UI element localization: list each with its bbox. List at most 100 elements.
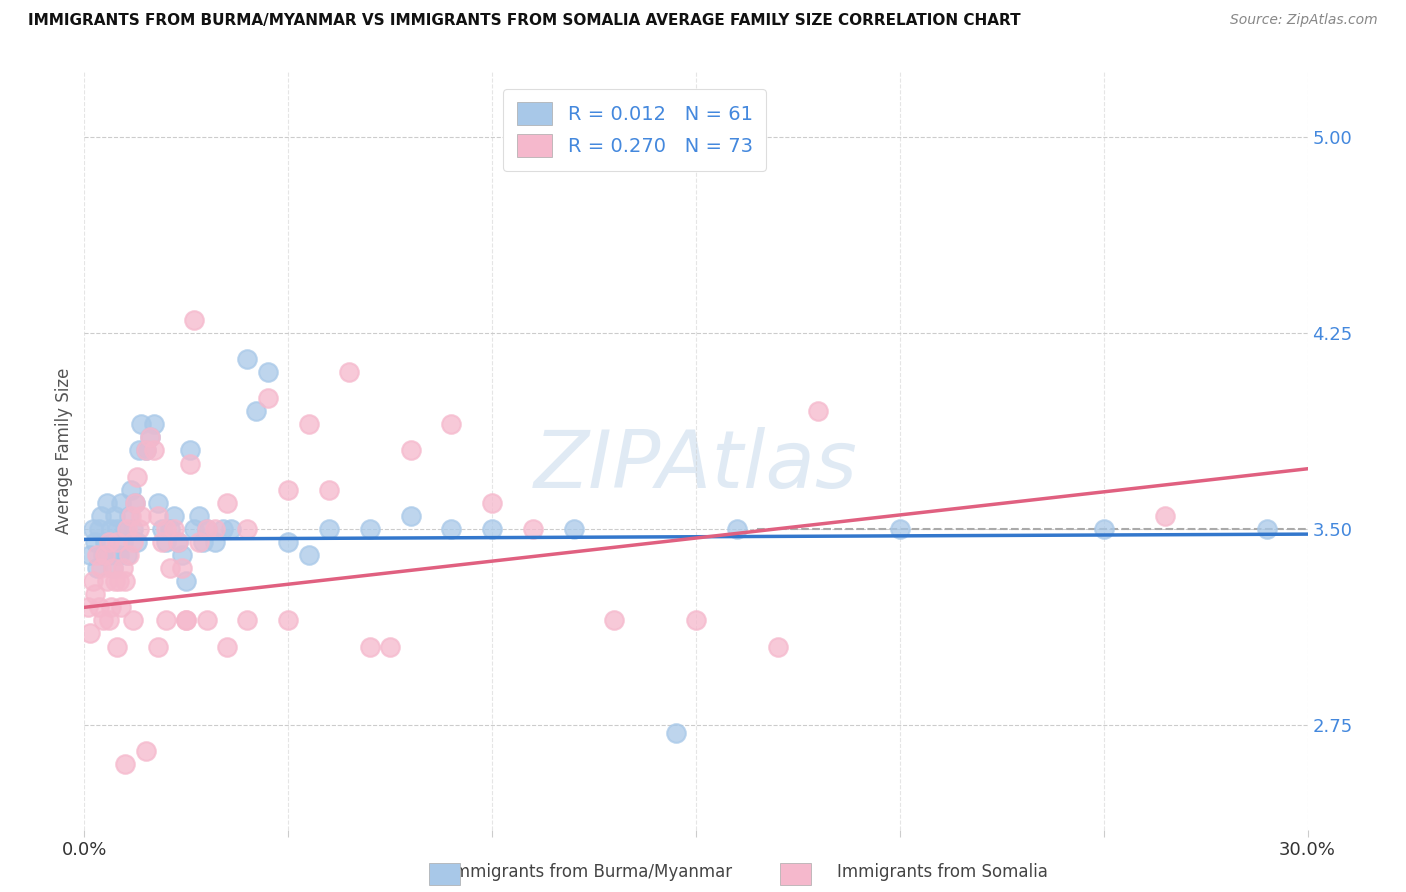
Point bbox=[138, 430, 160, 444]
Point bbox=[100, 522, 122, 536]
Point bbox=[142, 443, 165, 458]
Point bbox=[380, 640, 402, 654]
Text: IMMIGRANTS FROM BURMA/MYANMAR VS IMMIGRANTS FROM SOMALIA AVERAGE FAMILY SIZE COR: IMMIGRANTS FROM BURMA/MYANMAR VS IMMIGRA… bbox=[28, 13, 1021, 29]
Point bbox=[174, 574, 197, 589]
Point bbox=[163, 508, 186, 523]
Point bbox=[96, 574, 118, 589]
Point bbox=[440, 522, 463, 536]
Point bbox=[481, 522, 503, 536]
Point bbox=[159, 522, 181, 536]
Point bbox=[146, 508, 169, 523]
Text: Source: ZipAtlas.com: Source: ZipAtlas.com bbox=[1230, 13, 1378, 28]
Point bbox=[108, 574, 131, 589]
Point bbox=[217, 496, 239, 510]
Point bbox=[114, 522, 136, 536]
Point bbox=[174, 614, 197, 628]
Point bbox=[104, 508, 127, 523]
Point bbox=[112, 561, 135, 575]
Point bbox=[236, 614, 259, 628]
Point bbox=[277, 483, 299, 497]
Point bbox=[97, 614, 120, 628]
Point bbox=[522, 522, 544, 536]
Point bbox=[191, 535, 214, 549]
Point bbox=[163, 522, 186, 536]
Point bbox=[135, 744, 157, 758]
Point bbox=[110, 496, 132, 510]
Point bbox=[204, 522, 226, 536]
Point bbox=[127, 469, 149, 483]
Legend: R = 0.012   N = 61, R = 0.270   N = 73: R = 0.012 N = 61, R = 0.270 N = 73 bbox=[503, 88, 766, 170]
Point bbox=[122, 614, 145, 628]
Point bbox=[118, 548, 141, 562]
Point bbox=[87, 522, 110, 536]
Text: Immigrants from Somalia: Immigrants from Somalia bbox=[837, 863, 1047, 881]
Point bbox=[131, 417, 153, 432]
Point bbox=[83, 587, 105, 601]
Point bbox=[79, 548, 101, 562]
Text: Immigrants from Burma/Myanmar: Immigrants from Burma/Myanmar bbox=[449, 863, 733, 881]
Point bbox=[298, 548, 321, 562]
Point bbox=[112, 535, 135, 549]
Point bbox=[187, 508, 209, 523]
Point bbox=[115, 548, 138, 562]
Point bbox=[124, 496, 146, 510]
Point bbox=[155, 614, 177, 628]
Point bbox=[120, 483, 142, 497]
Point bbox=[159, 561, 181, 575]
Point bbox=[277, 535, 299, 549]
Point bbox=[115, 522, 138, 536]
Point bbox=[122, 522, 145, 536]
Point bbox=[86, 548, 108, 562]
Point bbox=[122, 535, 145, 549]
Point bbox=[127, 535, 149, 549]
Point bbox=[138, 430, 160, 444]
Point bbox=[142, 417, 165, 432]
Point bbox=[440, 417, 463, 432]
Point bbox=[339, 365, 361, 379]
Point bbox=[1092, 522, 1115, 536]
Point bbox=[183, 312, 205, 326]
Point bbox=[110, 600, 132, 615]
Point bbox=[172, 548, 194, 562]
Point bbox=[359, 522, 381, 536]
Point bbox=[93, 548, 115, 562]
Point bbox=[114, 757, 136, 772]
Point bbox=[91, 614, 114, 628]
Point bbox=[79, 626, 101, 640]
Point bbox=[1256, 522, 1278, 536]
Point bbox=[245, 404, 267, 418]
Point bbox=[131, 508, 153, 523]
Point bbox=[1154, 508, 1177, 523]
Point bbox=[183, 522, 205, 536]
Point bbox=[150, 522, 173, 536]
Point bbox=[236, 522, 259, 536]
Point bbox=[665, 726, 688, 740]
Point bbox=[298, 417, 321, 432]
Point bbox=[120, 508, 142, 523]
Point bbox=[128, 443, 150, 458]
Point bbox=[146, 640, 169, 654]
Point bbox=[399, 508, 422, 523]
Point bbox=[77, 600, 100, 615]
Point bbox=[204, 535, 226, 549]
Point bbox=[135, 443, 157, 458]
Point bbox=[219, 522, 242, 536]
Point bbox=[172, 561, 194, 575]
Point bbox=[195, 522, 218, 536]
Point bbox=[277, 614, 299, 628]
Point bbox=[97, 535, 120, 549]
Point bbox=[725, 522, 748, 536]
Point bbox=[105, 522, 128, 536]
Point bbox=[257, 365, 280, 379]
Point bbox=[146, 496, 169, 510]
Point bbox=[101, 561, 124, 575]
Point bbox=[195, 522, 218, 536]
Point bbox=[105, 535, 128, 549]
Point bbox=[155, 522, 177, 536]
Point bbox=[150, 535, 173, 549]
Point bbox=[128, 522, 150, 536]
Point bbox=[481, 496, 503, 510]
Point bbox=[105, 640, 128, 654]
Point bbox=[135, 443, 157, 458]
Point bbox=[93, 535, 115, 549]
